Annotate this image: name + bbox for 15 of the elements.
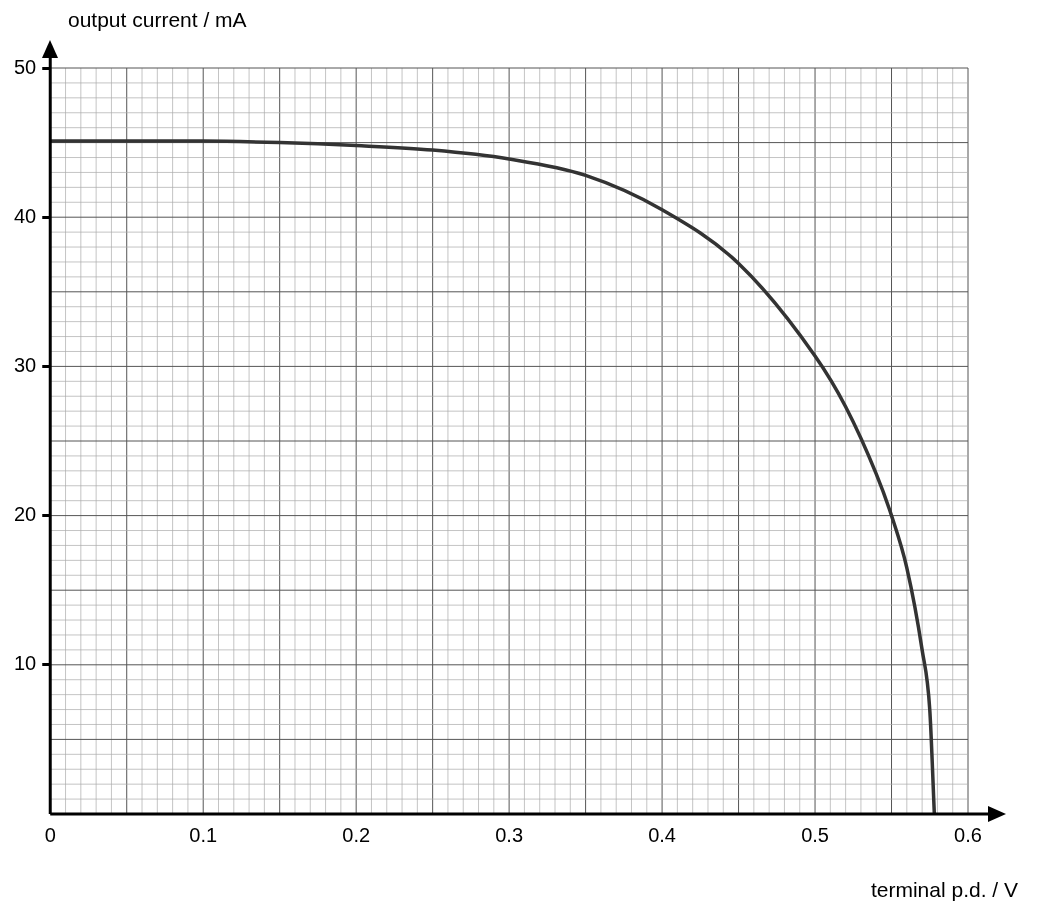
y-tick-label: 50 [14,55,37,78]
x-tick-label: 0.2 [342,823,371,846]
line-series [50,139,937,814]
x-tick-label: 0.3 [495,823,524,846]
y-tick-label: 40 [14,204,37,227]
x-tick-label: 0.5 [801,823,829,846]
x-tick-label: 0.6 [954,823,982,846]
x-tick-label: 0 [44,823,56,846]
y-axis-title: output current / mA [68,8,247,32]
y-tick-label: 20 [14,503,37,526]
y-tick-label: 30 [14,353,37,376]
y-tick-label: 10 [14,652,37,675]
x-tick-label: 0.4 [648,823,676,846]
x-axis-title: terminal p.d. / V [870,878,1018,902]
x-tick-label: 0.1 [189,823,218,846]
